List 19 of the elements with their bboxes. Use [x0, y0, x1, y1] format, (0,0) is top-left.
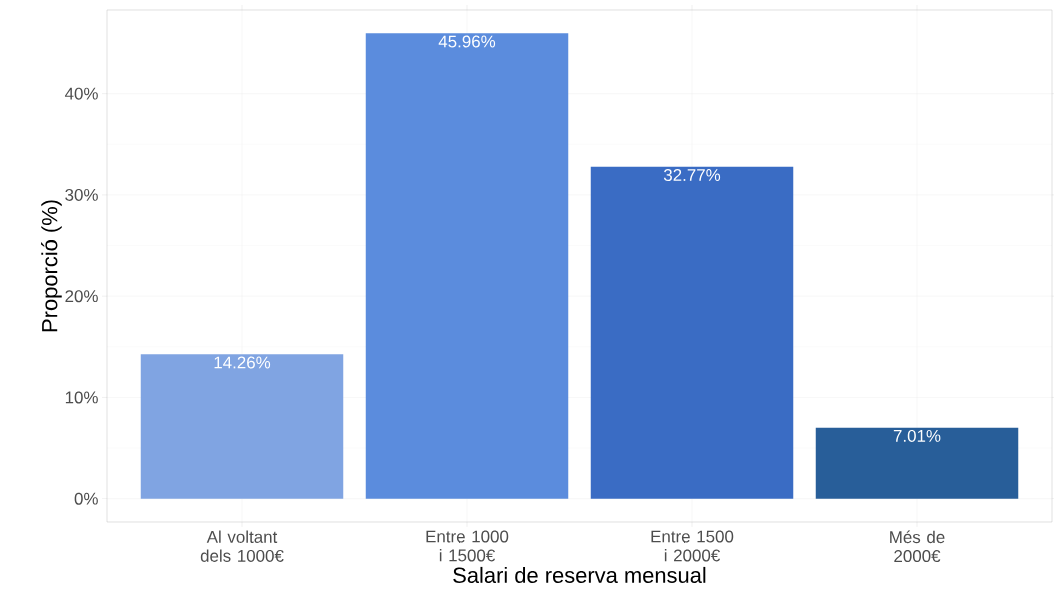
- bar: [365, 33, 569, 499]
- y-tick-label: 20%: [65, 290, 98, 303]
- bar: [140, 354, 344, 499]
- data-label: 32.77%: [663, 169, 721, 182]
- y-tick-label: 10%: [65, 391, 98, 404]
- bar: [815, 427, 1019, 499]
- y-tick-label: 0%: [74, 492, 98, 505]
- y-tick-label: 40%: [64, 87, 98, 100]
- data-label: 7.01%: [893, 429, 941, 442]
- x-tick-label: Més de 2000€: [890, 530, 945, 563]
- x-tick-label: Entre 1500 i 2000€: [651, 530, 734, 562]
- data-label: 45.96%: [438, 35, 496, 48]
- data-label: 14.26%: [214, 356, 271, 369]
- bar: [590, 166, 794, 499]
- y-tick-label: 30%: [65, 188, 98, 201]
- x-tick-label: Entre 1000 i 1500€: [426, 530, 509, 562]
- x-tick-label: Al voltant dels 1000€: [200, 530, 284, 562]
- y-axis-title: Proporció (%): [41, 200, 62, 332]
- x-axis-title: Salari de reserva mensual: [453, 566, 706, 584]
